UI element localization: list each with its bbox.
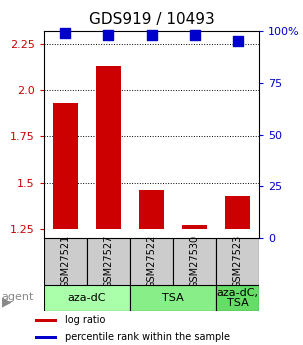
Text: percentile rank within the sample: percentile rank within the sample [65, 333, 230, 342]
Bar [216, 285, 259, 310]
Bar [35, 336, 57, 339]
Text: aza-dC: aza-dC [68, 293, 106, 303]
Bar [95, 66, 122, 229]
Point [106, 32, 111, 38]
Point [192, 32, 197, 38]
Text: ▶: ▶ [2, 295, 11, 308]
Title: GDS919 / 10493: GDS919 / 10493 [88, 12, 215, 27]
Bar [44, 238, 87, 285]
Point [149, 32, 154, 38]
Bar [87, 238, 130, 285]
Text: GSM27521: GSM27521 [60, 235, 71, 288]
Text: GSM27530: GSM27530 [189, 235, 200, 288]
Bar [138, 190, 165, 229]
Bar [173, 238, 216, 285]
Bar [130, 238, 173, 285]
Bar [130, 285, 216, 310]
Point [235, 39, 240, 44]
Text: GSM27527: GSM27527 [103, 235, 114, 288]
Text: aza-dC,
TSA: aza-dC, TSA [217, 288, 258, 307]
Bar [181, 225, 208, 229]
Bar [52, 103, 78, 229]
Bar [225, 196, 251, 229]
Bar [216, 238, 259, 285]
Bar [35, 319, 57, 322]
Text: GSM27522: GSM27522 [146, 235, 157, 288]
Text: GSM27523: GSM27523 [232, 235, 243, 288]
Text: agent: agent [2, 293, 34, 302]
Bar [44, 285, 130, 310]
Text: TSA: TSA [162, 293, 184, 303]
Text: log ratio: log ratio [65, 315, 105, 325]
Point [63, 30, 68, 36]
